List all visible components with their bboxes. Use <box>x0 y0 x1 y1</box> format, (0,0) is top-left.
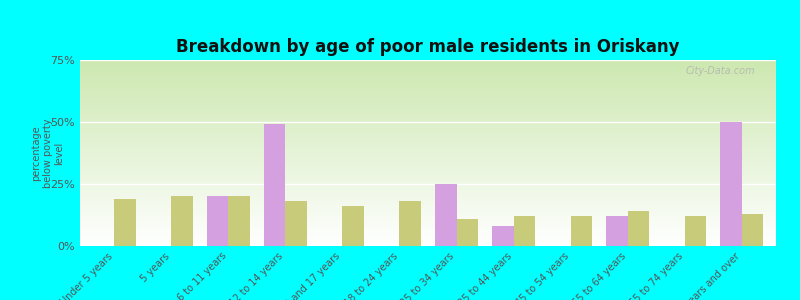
Bar <box>171 196 193 246</box>
Bar <box>457 219 478 246</box>
Bar <box>720 122 742 246</box>
Bar <box>742 214 763 246</box>
Bar <box>228 196 250 246</box>
Bar <box>606 216 628 246</box>
Bar <box>264 124 286 246</box>
Text: City-Data.com: City-Data.com <box>686 66 755 76</box>
Bar <box>570 216 592 246</box>
Bar <box>492 226 514 246</box>
Bar <box>286 201 307 246</box>
Bar <box>206 196 228 246</box>
Bar <box>514 216 535 246</box>
Bar <box>685 216 706 246</box>
Bar <box>628 211 650 246</box>
Title: Breakdown by age of poor male residents in Oriskany: Breakdown by age of poor male residents … <box>176 38 680 56</box>
Bar <box>114 199 136 246</box>
Y-axis label: percentage
below poverty
level: percentage below poverty level <box>31 118 64 188</box>
Bar <box>435 184 457 246</box>
Bar <box>399 201 421 246</box>
Bar <box>342 206 364 246</box>
